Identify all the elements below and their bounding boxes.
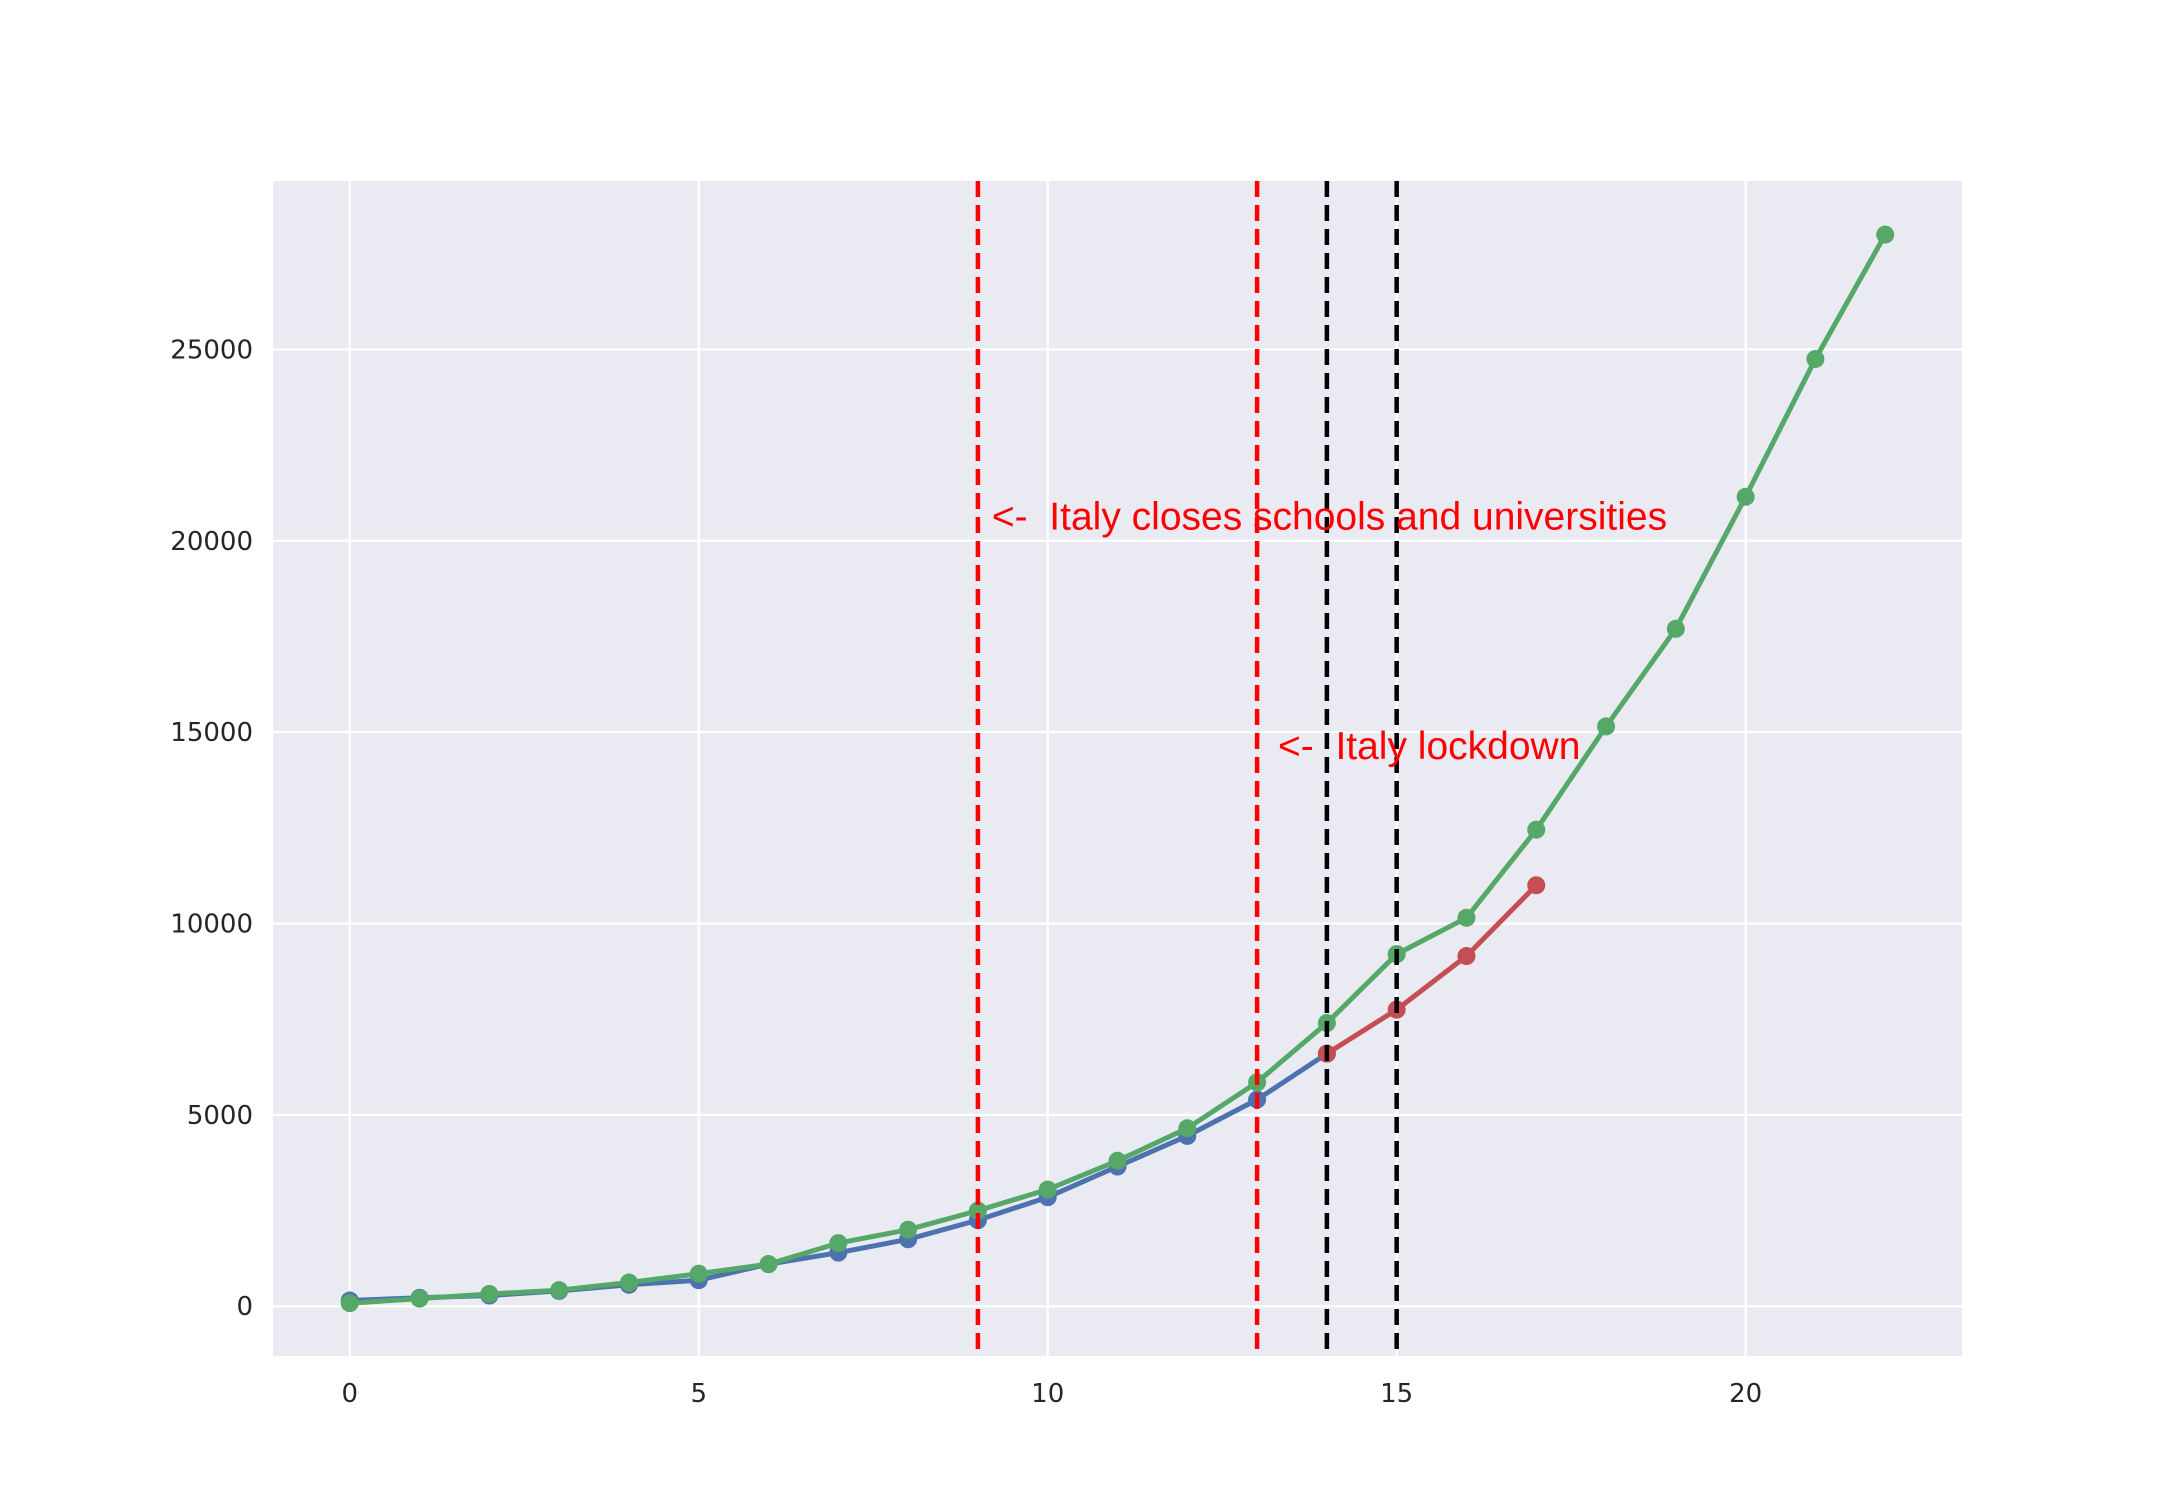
series-2-point	[829, 1234, 848, 1253]
series-2-point	[1038, 1180, 1057, 1199]
series-2-point	[1108, 1151, 1127, 1170]
series-2-point	[480, 1284, 499, 1303]
series-2-point	[899, 1220, 918, 1239]
annotation-text: <- Italy lockdown	[1278, 725, 1580, 768]
series-2-point	[1597, 717, 1616, 736]
series-2-point	[689, 1264, 708, 1283]
series-1-line	[1324, 882, 1539, 1057]
series-2-point	[619, 1273, 638, 1292]
y-tick-label: 10000	[170, 910, 253, 940]
series-2-point	[550, 1281, 569, 1300]
vertical-lines	[975, 181, 1399, 1356]
y-tick-label: 25000	[170, 335, 253, 365]
annotations: <- Italy closes schools and universities…	[992, 495, 1667, 768]
series-2-point	[1736, 487, 1755, 506]
x-tick-label: 15	[1380, 1379, 1413, 1409]
series-2-point	[1666, 619, 1685, 638]
series-2-point	[968, 1201, 987, 1220]
x-tick-label: 10	[1031, 1379, 1064, 1409]
plot-area	[273, 181, 1962, 1356]
series-2-point	[1178, 1119, 1197, 1138]
series-layer	[340, 225, 1895, 1313]
series-2-point	[410, 1289, 429, 1308]
series-2-point	[1457, 908, 1476, 927]
x-tick-label: 20	[1729, 1379, 1762, 1409]
y-tick-label: 15000	[170, 718, 253, 748]
series-1-point	[1457, 947, 1476, 966]
annotation-text: <- Italy closes schools and universities	[992, 495, 1667, 538]
x-tick-label: 5	[690, 1379, 707, 1409]
series-2-point	[1876, 225, 1895, 244]
y-tick-label: 0	[236, 1292, 253, 1322]
series-1-point	[1527, 876, 1546, 895]
y-tick-label: 20000	[170, 527, 253, 557]
series-2-point	[759, 1255, 778, 1274]
series-2-point	[1806, 349, 1825, 368]
series-2-point	[340, 1294, 359, 1313]
y-tick-label: 5000	[187, 1101, 253, 1131]
series-2-point	[1527, 820, 1546, 839]
x-tick-label: 0	[341, 1379, 358, 1409]
tick-labels: 0 5 10 15 20 0 5000 10000 15000 20000 25000	[170, 335, 1762, 1409]
grid-lines	[273, 181, 1962, 1356]
